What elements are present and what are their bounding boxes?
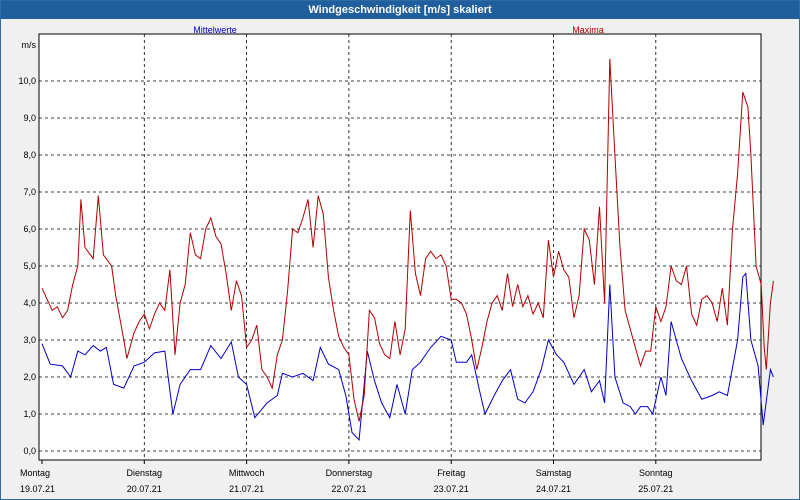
y-tick-label: 1,0 bbox=[23, 409, 36, 419]
y-tick-label: 2,0 bbox=[23, 372, 36, 382]
x-tick-day: Freitag bbox=[437, 468, 465, 478]
x-tick-day: Montag bbox=[20, 468, 50, 478]
y-tick-label: 6,0 bbox=[23, 224, 36, 234]
y-axis: 0,0 1,0 2,0 3,0 4,0 5,0 6,0 7,0 8,0 9,0 10,0 m/s bbox=[18, 40, 36, 456]
y-tick-label: 10,0 bbox=[18, 76, 36, 86]
y-tick-label: 3,0 bbox=[23, 335, 36, 345]
x-tick-day: Donnerstag bbox=[326, 468, 373, 478]
x-tick-date: 20.07.21 bbox=[127, 484, 162, 494]
y-tick-label: 4,0 bbox=[23, 298, 36, 308]
y-axis-unit: m/s bbox=[22, 40, 37, 50]
x-tick-day: Sonntag bbox=[639, 468, 673, 478]
x-tick-date: 23.07.21 bbox=[434, 484, 469, 494]
x-tick-date: 21.07.21 bbox=[229, 484, 264, 494]
x-tick-date: 19.07.21 bbox=[20, 484, 55, 494]
series-line-mittelwerte bbox=[41, 272, 774, 442]
window-title: Windgeschwindigkeit [m/s] skaliert bbox=[1, 1, 799, 19]
x-tick-date: 22.07.21 bbox=[331, 484, 366, 494]
legend: Mittelwerte Maxima bbox=[193, 25, 604, 35]
legend-label-mittelwerte: Mittelwerte bbox=[193, 25, 237, 35]
series-line-maxima bbox=[41, 58, 774, 422]
plot-area bbox=[38, 33, 762, 461]
x-tick-day: Mittwoch bbox=[229, 468, 265, 478]
y-tick-label: 5,0 bbox=[23, 261, 36, 271]
y-tick-label: 0,0 bbox=[23, 446, 36, 456]
y-tick-label: 7,0 bbox=[23, 187, 36, 197]
x-tick-day: Samstag bbox=[536, 468, 572, 478]
x-tick-date: 24.07.21 bbox=[536, 484, 571, 494]
grid bbox=[39, 34, 761, 460]
series-lines bbox=[41, 58, 774, 442]
y-tick-label: 8,0 bbox=[23, 150, 36, 160]
y-tick-label: 9,0 bbox=[23, 113, 36, 123]
x-axis: Montag 19.07.21 Dienstag 20.07.21 Mittwoch 21… bbox=[20, 460, 673, 494]
x-tick-date: 25.07.21 bbox=[638, 484, 673, 494]
legend-label-maxima: Maxima bbox=[572, 25, 604, 35]
x-tick-day: Dienstag bbox=[127, 468, 163, 478]
